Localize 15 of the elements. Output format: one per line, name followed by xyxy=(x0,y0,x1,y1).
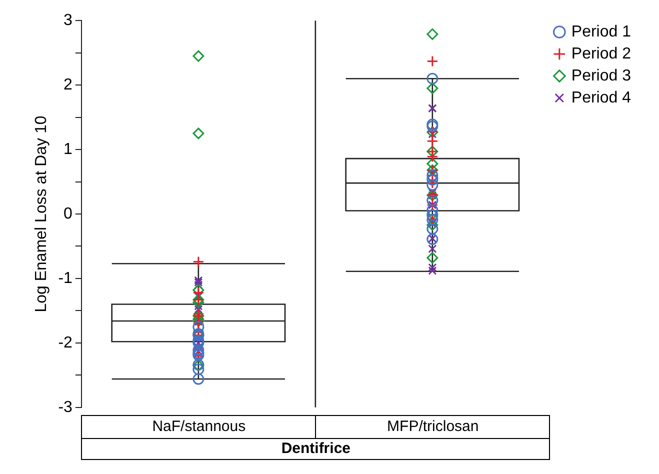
y-tick-label: -3 xyxy=(58,398,73,416)
x-axis-title: Dentifrice xyxy=(81,438,550,460)
legend-label: Period 4 xyxy=(571,89,632,106)
y-tick-label: 1 xyxy=(64,140,73,158)
y-tick-label: 3 xyxy=(64,12,73,30)
legend-label: Period 2 xyxy=(571,45,632,62)
y-tick-label: -1 xyxy=(58,270,73,287)
y-axis-title: Log Enamel Loss at Day 10 xyxy=(33,116,50,312)
x-tick-label: MFP/triclosan xyxy=(315,415,550,440)
legend-label: Period 1 xyxy=(571,23,632,40)
legend-label: Period 3 xyxy=(571,67,632,84)
y-tick-label: 0 xyxy=(64,205,73,222)
y-tick-label: -2 xyxy=(58,334,73,352)
x-tick-label: NaF/stannous xyxy=(81,415,316,440)
y-tick-label: 2 xyxy=(64,76,73,94)
